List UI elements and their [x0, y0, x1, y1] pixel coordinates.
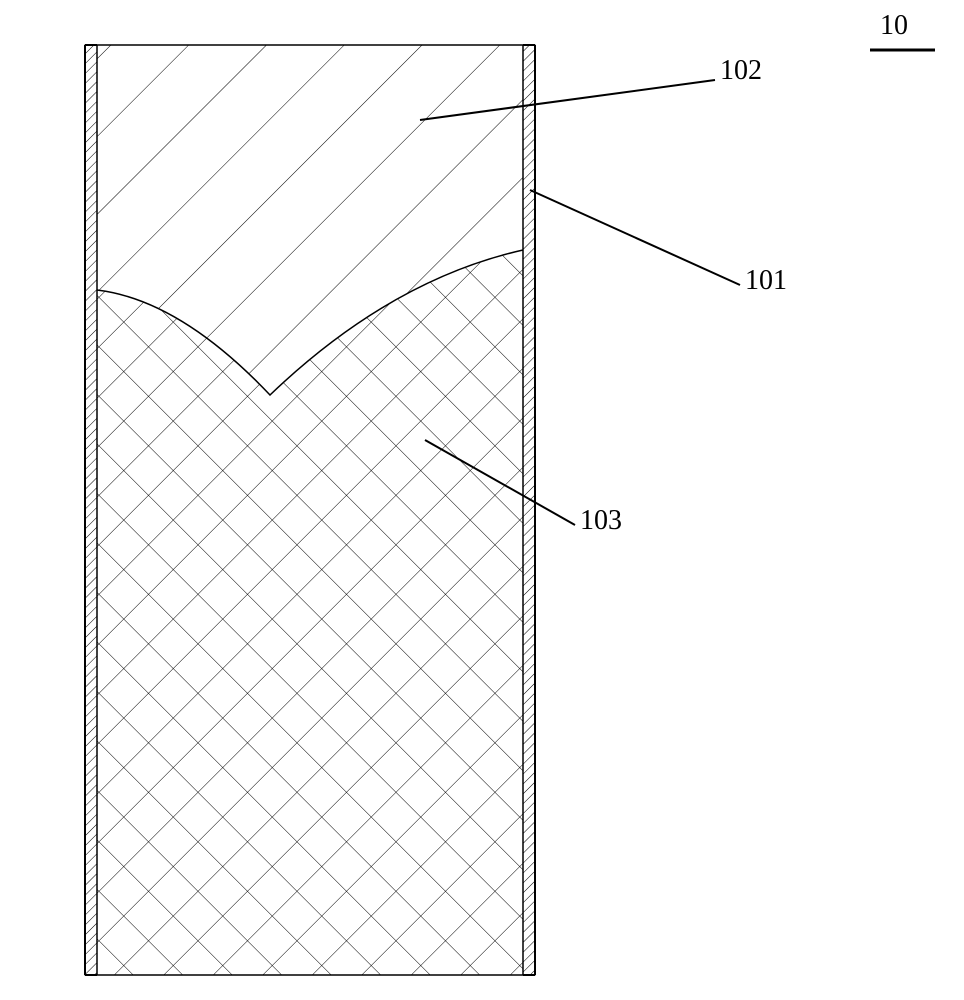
- left-wall: [85, 45, 97, 975]
- label-103: 103: [580, 505, 622, 537]
- label-101: 101: [745, 265, 787, 297]
- diagram-svg: [0, 0, 964, 1000]
- right-wall: [523, 45, 535, 975]
- label-102: 102: [720, 55, 762, 87]
- assembly-label: 10: [880, 10, 908, 42]
- leader-101: [530, 190, 740, 285]
- technical-diagram: 10 102 101 103: [0, 0, 964, 1000]
